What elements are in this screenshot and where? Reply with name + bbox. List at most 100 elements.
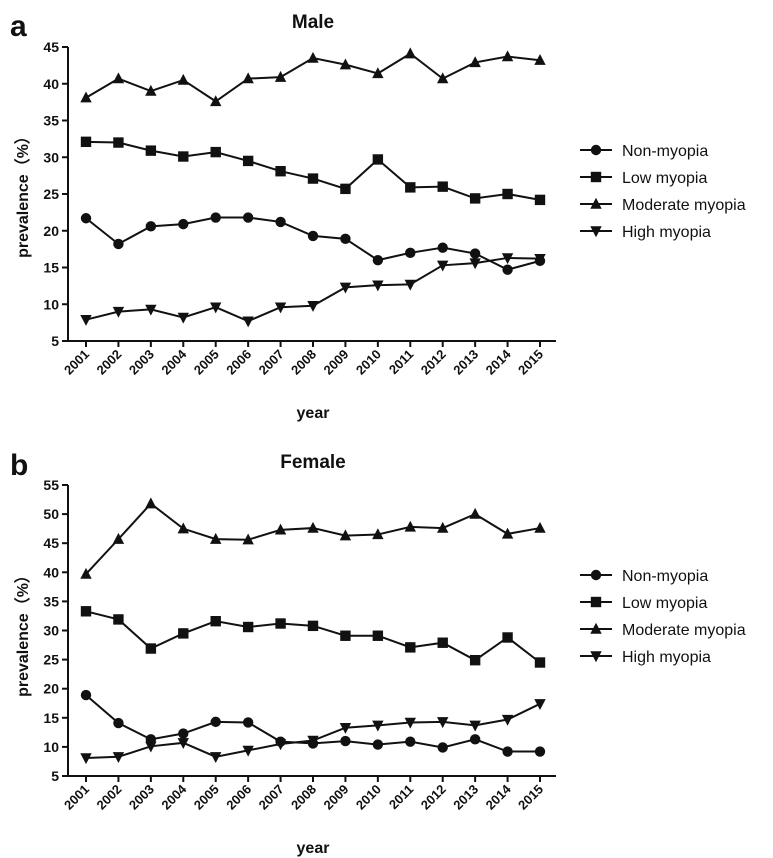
x-tick-label: 2005 <box>191 782 222 813</box>
data-point <box>534 194 546 206</box>
x-tick-label: 2014 <box>483 781 515 813</box>
data-point <box>112 306 125 318</box>
x-tick-label: 2010 <box>353 782 384 813</box>
x-tick-label: 2003 <box>126 347 157 378</box>
data-point <box>339 282 352 294</box>
data-point <box>501 714 514 726</box>
data-point <box>210 716 221 728</box>
data-point <box>307 620 319 632</box>
data-point <box>210 302 222 314</box>
chart-a-ylabel: prevalence（%） <box>14 128 32 258</box>
chart-b-xlabel: year <box>297 840 330 857</box>
data-point <box>80 136 92 148</box>
y-tick-label: 35 <box>43 593 59 609</box>
data-point <box>372 154 384 165</box>
data-point <box>307 521 319 533</box>
legend-marker <box>590 226 602 238</box>
data-point <box>469 654 481 666</box>
data-point <box>210 752 222 763</box>
data-point <box>210 532 222 544</box>
legend-label: Low myopia <box>622 595 707 612</box>
x-tick-label: 2001 <box>61 347 92 378</box>
data-point <box>145 643 157 654</box>
y-tick-label: 25 <box>43 652 59 668</box>
y-tick-label: 30 <box>43 149 59 165</box>
data-point <box>242 155 254 167</box>
data-point <box>405 182 416 193</box>
y-tick-label: 55 <box>43 477 59 493</box>
x-tick-label: 2004 <box>158 346 190 378</box>
legend-label: High myopia <box>622 649 711 666</box>
data-point <box>534 699 546 711</box>
data-point <box>145 741 157 753</box>
data-point <box>534 746 546 757</box>
data-point <box>80 689 92 701</box>
x-tick-label: 2015 <box>515 782 546 813</box>
legend-label: Moderate myopia <box>622 197 746 214</box>
data-point <box>372 720 384 732</box>
x-tick-label: 2005 <box>191 347 222 378</box>
data-point <box>437 637 448 648</box>
x-tick-label: 2011 <box>386 347 417 378</box>
legend-marker <box>590 651 602 663</box>
x-tick-label: 2008 <box>288 347 319 378</box>
data-point <box>534 54 546 65</box>
data-point <box>534 657 546 668</box>
data-point <box>145 497 157 509</box>
data-point <box>242 72 254 84</box>
data-point <box>437 742 448 753</box>
data-point <box>242 533 254 545</box>
legend-label: High myopia <box>622 224 711 241</box>
data-point <box>307 735 319 747</box>
y-tick-label: 40 <box>43 564 59 580</box>
y-tick-label: 40 <box>43 76 59 92</box>
legend-label: Moderate myopia <box>622 622 746 639</box>
data-point <box>242 717 254 728</box>
data-point <box>340 735 351 747</box>
data-point <box>80 606 92 617</box>
data-point <box>274 523 287 535</box>
series-line-low-myopia <box>85 610 541 664</box>
data-point <box>339 58 352 70</box>
x-tick-label: 2006 <box>223 782 254 813</box>
data-point <box>469 56 481 68</box>
data-point <box>177 738 189 750</box>
data-point <box>404 717 416 729</box>
panel-b-female: b Female year prevalence（%） 5 10 15 20 25 30 3… <box>10 449 746 857</box>
data-point <box>501 253 514 265</box>
data-point <box>178 218 189 230</box>
data-point <box>339 529 352 541</box>
y-tick-label: 5 <box>51 333 59 349</box>
data-point <box>437 717 449 729</box>
data-point <box>113 238 124 250</box>
data-point <box>502 188 513 200</box>
data-point <box>178 151 189 162</box>
data-point <box>469 734 481 745</box>
legend-marker <box>590 622 602 634</box>
series-line-high-myopia <box>85 702 541 759</box>
panel-b-letter: b <box>10 449 28 482</box>
data-point <box>340 183 351 195</box>
data-point <box>469 507 481 519</box>
y-tick-label: 15 <box>43 260 59 276</box>
data-point <box>469 258 481 270</box>
data-point <box>405 642 416 653</box>
data-point <box>275 216 286 228</box>
data-point <box>404 520 416 532</box>
y-tick-label: 50 <box>43 506 59 522</box>
data-point <box>112 752 125 763</box>
y-tick-label: 10 <box>43 296 59 312</box>
data-point <box>112 532 125 544</box>
data-point <box>275 618 286 629</box>
data-point <box>274 739 287 751</box>
x-tick-label: 2007 <box>256 347 287 378</box>
x-tick-label: 2013 <box>450 782 481 813</box>
chart-a-title: Male <box>292 12 334 33</box>
x-tick-label: 2013 <box>450 347 481 378</box>
legend-marker <box>590 197 602 209</box>
y-tick-label: 20 <box>43 681 59 697</box>
data-point <box>372 528 384 540</box>
data-point <box>145 304 157 316</box>
data-point <box>437 260 449 272</box>
